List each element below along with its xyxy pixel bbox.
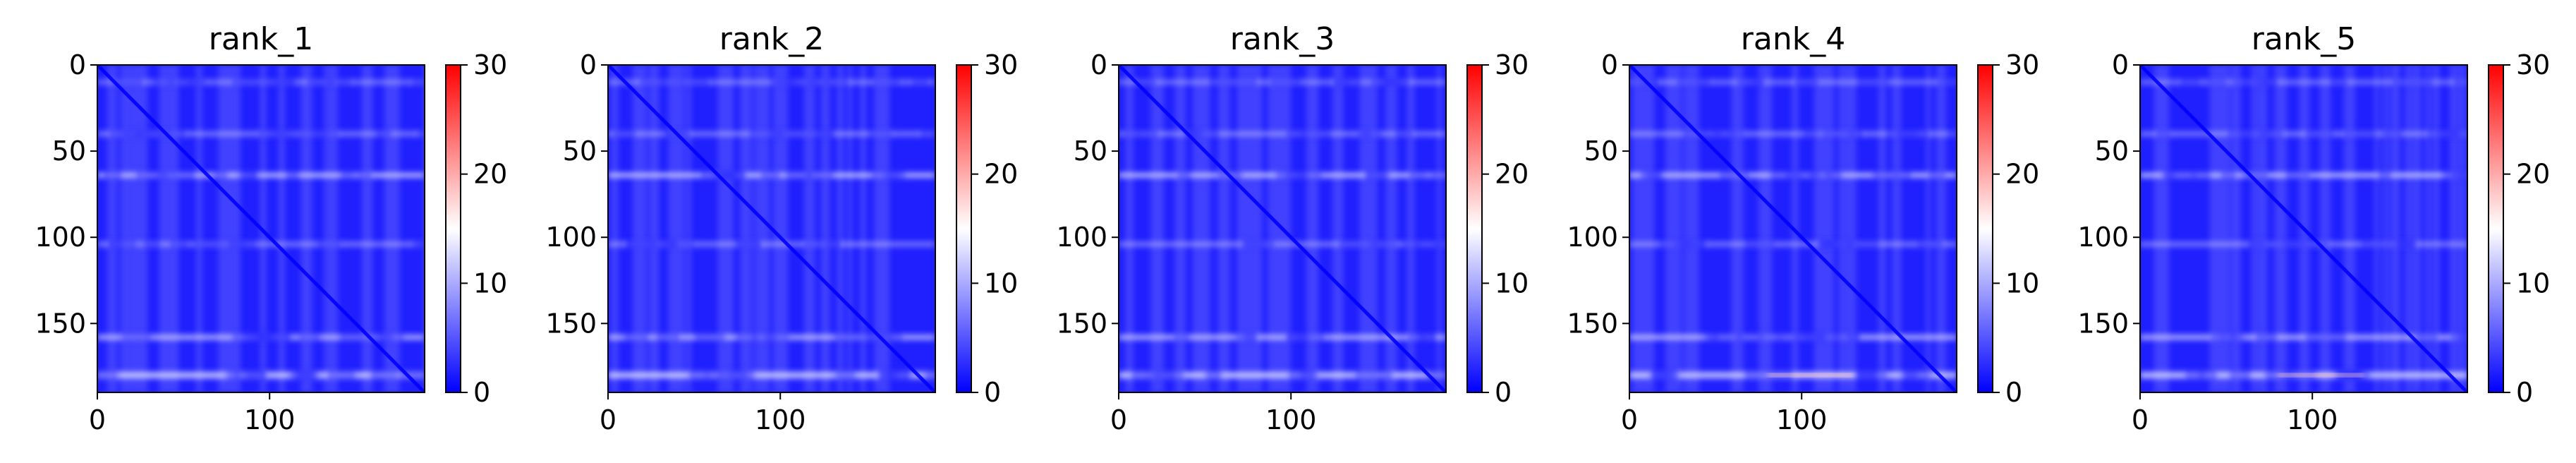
y-tick-label: 100 (545, 222, 597, 253)
colorbar-tick-label: 10 (2005, 267, 2039, 299)
y-tick-label: 150 (545, 308, 597, 339)
heatmap-panel-5: rank_5 0 50 100 150 0 100 0 10 20 30 (2077, 21, 2550, 435)
y-tick-label: 100 (2077, 222, 2129, 253)
colorbar-tick-label: 30 (2005, 49, 2039, 80)
y-tick-label: 0 (2112, 49, 2129, 80)
y-tick-label: 150 (1567, 308, 1618, 339)
colorbar: 0 10 20 30 (2488, 49, 2550, 408)
heatmap-panel-3: rank_3 0 50 100 150 0 100 0 10 20 30 (1056, 21, 1529, 435)
colorbar-tick-label: 0 (2005, 377, 2022, 408)
y-tick-label: 50 (563, 136, 597, 167)
plot-frame (97, 64, 425, 393)
colorbar-tick-label: 30 (1495, 49, 1529, 80)
plot-frame (1118, 64, 1447, 393)
y-tick-label: 0 (1090, 49, 1107, 80)
colorbar-tick-label: 0 (2516, 377, 2533, 408)
y-tick-label: 50 (52, 136, 86, 167)
colorbar-tick-label: 10 (473, 267, 507, 299)
x-tick-label: 0 (600, 404, 616, 435)
colorbar-tick-label: 10 (1495, 267, 1529, 299)
heatmap-panel-1: rank_1 0 50 100 150 0 100 0 10 20 30 (35, 21, 507, 435)
y-tick-label: 0 (580, 49, 597, 80)
y-tick-label: 150 (2077, 308, 2129, 339)
x-tick-label: 100 (755, 404, 806, 435)
plot-frame (2139, 64, 2468, 393)
y-tick-label: 100 (1567, 222, 1618, 253)
heatmap-image (1119, 65, 1446, 392)
y-tick-label: 50 (1584, 136, 1618, 167)
panel-title: rank_5 (2252, 21, 2356, 57)
heatmap-image (608, 65, 935, 392)
y-tick-label: 50 (1074, 136, 1107, 167)
panel-title: rank_1 (209, 21, 313, 57)
colorbar-tick-label: 10 (984, 267, 1018, 299)
colorbar-tick-label: 0 (1495, 377, 1512, 408)
colorbar: 0 10 20 30 (445, 49, 507, 408)
x-tick-label: 100 (1265, 404, 1317, 435)
plot-frame (1629, 64, 1957, 393)
y-tick-label: 100 (35, 222, 86, 253)
colorbar-tick-label: 20 (984, 159, 1018, 190)
x-tick-label: 100 (1776, 404, 1828, 435)
panel-title: rank_4 (1741, 21, 1845, 57)
colorbar-tick-label: 10 (2516, 267, 2550, 299)
y-tick-label: 50 (2095, 136, 2129, 167)
x-tick-label: 0 (1110, 404, 1127, 435)
colorbar-tick-label: 20 (2516, 159, 2550, 190)
colorbar-tick-label: 0 (984, 377, 1001, 408)
heatmap-image (1629, 65, 1957, 392)
x-tick-label: 0 (1621, 404, 1638, 435)
colorbar: 0 10 20 30 (956, 49, 1018, 408)
colorbar-tick-label: 20 (473, 159, 507, 190)
panel-title: rank_2 (719, 21, 824, 57)
y-tick-label: 0 (1601, 49, 1618, 80)
y-tick-label: 150 (35, 308, 86, 339)
y-tick-label: 150 (1056, 308, 1107, 339)
heatmap-image (97, 65, 425, 392)
heatmap-image (2140, 65, 2467, 392)
y-tick-label: 100 (1056, 222, 1107, 253)
colorbar: 0 10 20 30 (1977, 49, 2039, 408)
heatmap-panel-4: rank_4 0 50 100 150 0 100 0 10 20 30 (1567, 21, 2039, 435)
x-tick-label: 100 (244, 404, 296, 435)
colorbar-tick-label: 20 (1495, 159, 1529, 190)
colorbar-tick-label: 0 (473, 377, 490, 408)
y-tick-label: 0 (69, 49, 86, 80)
plot-frame (607, 64, 936, 393)
colorbar: 0 10 20 30 (1466, 49, 1529, 408)
panel-title: rank_3 (1230, 21, 1335, 57)
colorbar-tick-label: 30 (473, 49, 507, 80)
x-tick-label: 100 (2287, 404, 2338, 435)
colorbar-tick-label: 30 (2516, 49, 2550, 80)
colorbar-tick-label: 30 (984, 49, 1018, 80)
heatmap-panel-2: rank_2 0 50 100 150 0 100 0 10 20 30 (545, 21, 1018, 435)
x-tick-label: 0 (2132, 404, 2149, 435)
colorbar-tick-label: 20 (2005, 159, 2039, 190)
x-tick-label: 0 (89, 404, 106, 435)
